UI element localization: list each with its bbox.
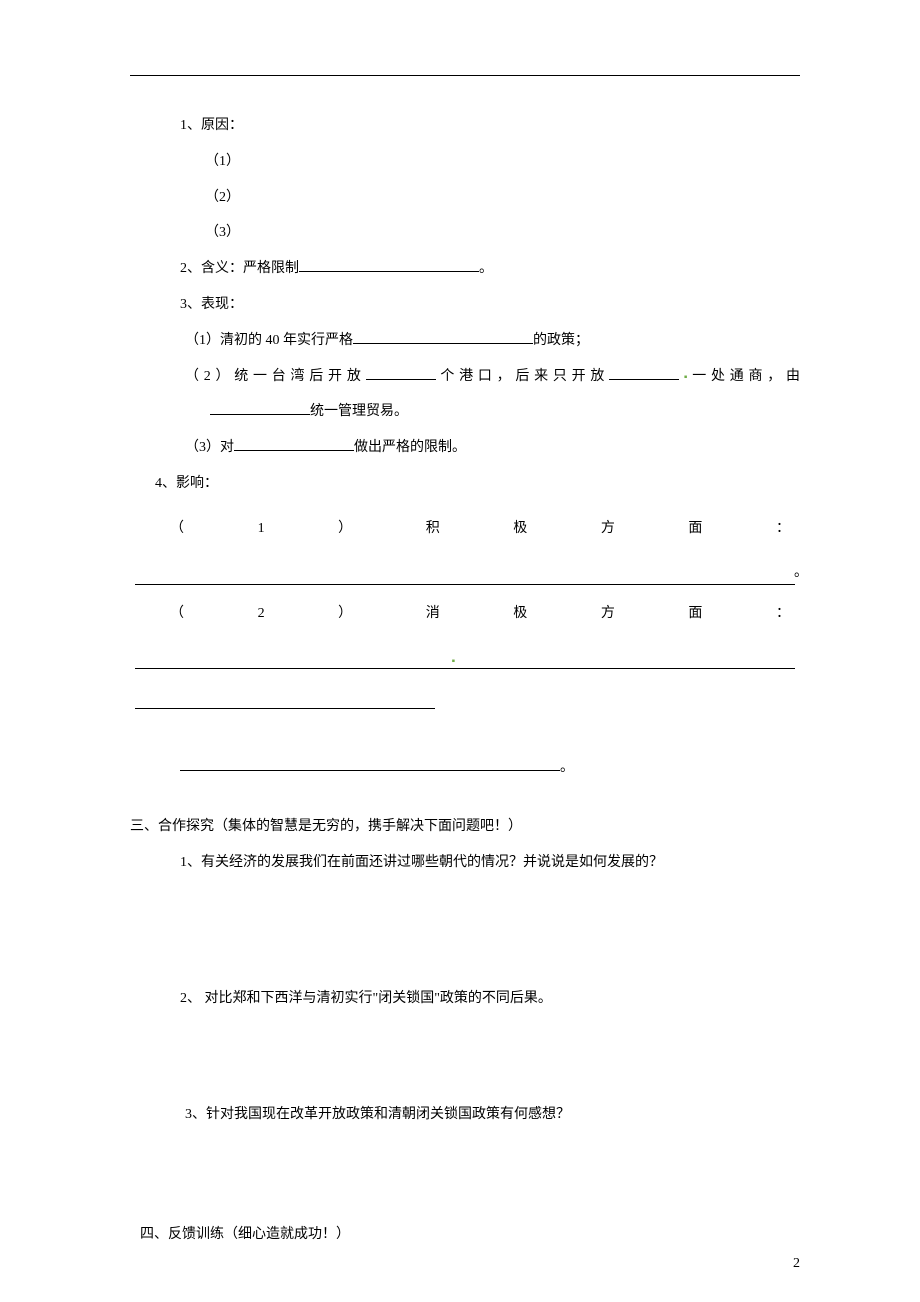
sub2-c2: ） [338,599,352,630]
sub1-c7: ： [776,514,790,545]
period: 。 [794,558,808,589]
item3-sub2-line1: （2）统一台湾后开放 个港口，后来只开放 ▪一处通商，由 [185,362,800,393]
item1-sub3: （3） [205,218,800,249]
q3: 3、针对我国现在改革开放政策和清朝闭关锁国政策有何感想？ [185,1100,800,1131]
last-blank-row: 。 [130,731,800,784]
blank-line[interactable] [135,567,795,585]
sub1-c2: ） [338,514,352,545]
sub2-c0: （ [170,599,184,630]
answer-space [130,879,800,979]
blank-line[interactable] [135,651,795,669]
item4-sub1: （ 1 ） 积 极 方 面 ： [130,514,800,545]
green-marker-icon: ▪ [452,651,456,673]
top-rule [130,75,800,76]
page-number: 2 [793,1256,800,1272]
item2-prefix: 2、含义：严格限制 [180,261,299,276]
answer-space [130,1015,800,1095]
item3-sub2-a: （2）统一台湾后开放 [185,369,366,384]
item4-label: 4、影响： [155,469,800,500]
document-content: 1、原因： （1） （2） （3） 2、含义：严格限制。 3、表现： （1）清初… [130,111,800,1251]
sub2-c7: ： [776,599,790,630]
sub2-c3: 消 [426,599,440,630]
blank-fill[interactable] [210,414,310,415]
long-blank-wrap1: 。 [130,567,800,585]
last-period: 。 [560,760,574,775]
item3-sub3-suffix: 做出严格的限制。 [354,440,466,455]
sub2-c6: 面 [688,599,702,630]
long-blank-wrap2: ▪ [130,651,800,669]
blank-fill[interactable] [609,379,679,380]
item3-sub2-line2-suffix: 统一管理贸易。 [310,404,408,419]
sub2-c5: 方 [601,599,615,630]
item3-sub1-suffix: 的政策； [533,333,589,348]
item1-sub1: （1） [205,147,800,178]
sub1-c5: 方 [601,514,615,545]
item3-sub1-prefix: （1）清初的 40 年实行严格 [185,333,353,348]
section3-heading: 三、合作探究（集体的智慧是无穷的，携手解决下面问题吧！） [130,812,800,843]
item1-label: 1、原因： [180,111,800,142]
item3-sub2-c: 一处通商，由 [692,369,800,384]
item3-sub3-prefix: （3）对 [185,440,234,455]
blank-fill[interactable] [299,271,479,272]
blank-line[interactable] [180,753,560,771]
sub1-c1: 1 [258,514,265,545]
sub1-c0: （ [170,514,184,545]
green-marker-icon: ▪ [679,372,692,383]
item3-sub2-line2: 统一管理贸易。 [210,397,800,428]
sub1-c3: 积 [426,514,440,545]
blank-fill[interactable] [353,343,533,344]
sub1-c4: 极 [513,514,527,545]
item2-suffix: 。 [479,261,493,276]
item4-sub2: （ 2 ） 消 极 方 面 ： [130,599,800,630]
blank-fill[interactable] [234,450,354,451]
section4-heading: 四、反馈训练（细心造就成功！） [140,1220,800,1251]
item3-sub2-b: 个港口，后来只开放 [436,369,610,384]
blank-fill[interactable] [366,379,436,380]
answer-space [130,1130,800,1220]
item2-line: 2、含义：严格限制 。 [180,254,800,285]
q1: 1、有关经济的发展我们在前面还讲过哪些朝代的情况？并说说是如何发展的？ [180,848,800,879]
sub2-c1: 2 [258,599,265,630]
item3-label: 3、表现： [180,290,800,321]
q2: 2、 对比郑和下西洋与清初实行"闭关锁国"政策的不同后果。 [180,984,800,1015]
blank-line[interactable] [135,691,435,709]
item3-sub3: （3）对 做出严格的限制。 [185,433,800,464]
sub2-c4: 极 [513,599,527,630]
sub1-c6: 面 [688,514,702,545]
item3-sub1: （1）清初的 40 年实行严格 的政策； [185,326,800,357]
item1-sub2: （2） [205,183,800,214]
